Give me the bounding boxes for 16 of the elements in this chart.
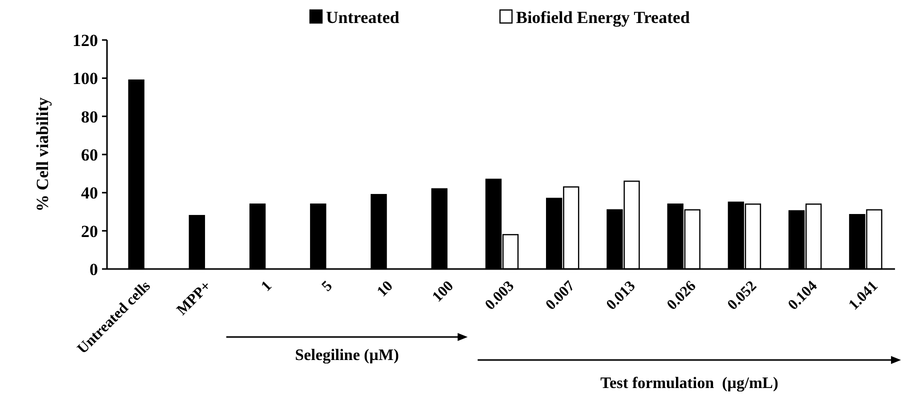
x-tick-label: 1 — [258, 278, 276, 295]
x-tick-label: 100 — [430, 278, 457, 306]
y-tick-label: 120 — [72, 30, 98, 50]
legend-label: Untreated — [326, 8, 400, 27]
legend-label: Biofield Energy Treated — [516, 8, 690, 27]
y-axis-title: % Cell viability — [33, 96, 52, 212]
y-tick-label: 60 — [81, 145, 98, 164]
text: Selegiline (µM) — [295, 347, 399, 364]
y-tick-label: 80 — [81, 107, 98, 126]
y-tick-label: 100 — [72, 69, 98, 88]
y-tick-label: 0 — [90, 260, 98, 279]
y-tick-label: 40 — [81, 184, 98, 203]
text: Test formulation (µg/mL) — [600, 375, 778, 392]
x-tick-label: 5 — [319, 278, 336, 295]
y-tick-label: 20 — [81, 222, 98, 241]
x-tick-label: 10 — [374, 278, 396, 300]
